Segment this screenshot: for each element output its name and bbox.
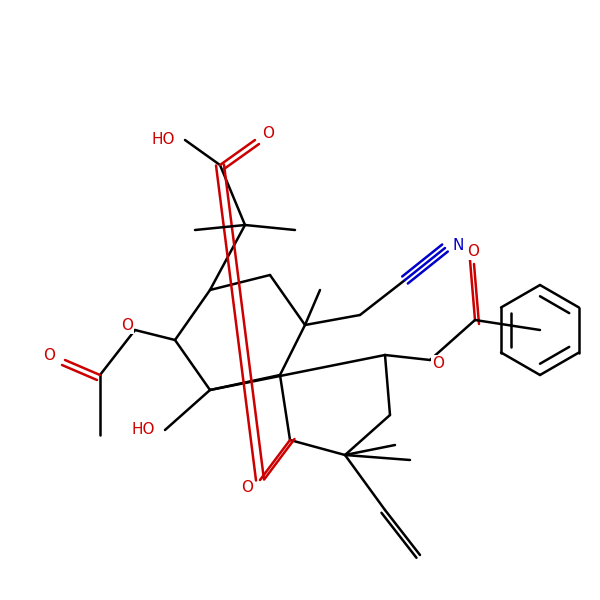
Text: O: O	[43, 347, 55, 362]
Text: O: O	[262, 125, 274, 140]
Text: HO: HO	[131, 422, 155, 437]
Text: O: O	[467, 245, 479, 259]
Text: O: O	[121, 319, 133, 334]
Text: O: O	[241, 479, 253, 494]
Text: O: O	[432, 355, 444, 370]
Text: HO: HO	[151, 133, 175, 148]
Text: N: N	[452, 238, 463, 253]
